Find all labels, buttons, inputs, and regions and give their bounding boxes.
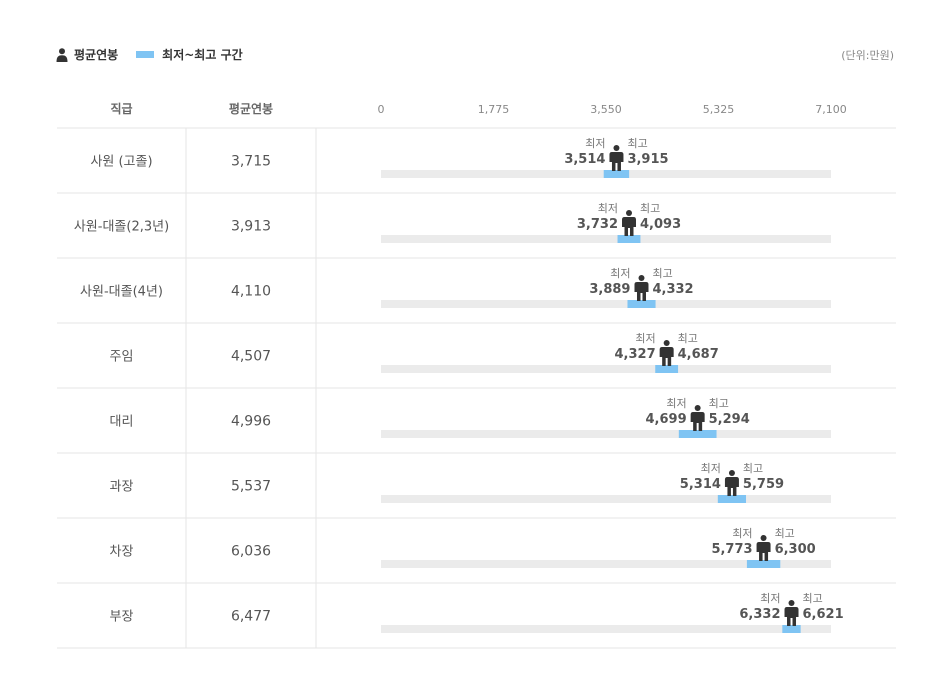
range-track	[381, 625, 831, 633]
rank-label: 과장	[110, 480, 134, 495]
min-value: 6,332	[739, 607, 780, 622]
max-label: 최고	[678, 332, 698, 345]
min-label: 최저	[598, 202, 618, 215]
average-salary-value: 3,715	[231, 154, 271, 170]
column-header-average: 평균연봉	[229, 101, 273, 116]
max-value: 6,300	[775, 542, 816, 557]
range-bar	[655, 365, 679, 373]
x-tick-label: 1,775	[478, 103, 510, 116]
person-marker-icon	[659, 340, 674, 366]
unit-label: (단위:만원)	[841, 49, 894, 62]
range-bar	[617, 235, 641, 243]
x-tick-label: 3,550	[590, 103, 622, 116]
max-label: 최고	[652, 267, 672, 280]
x-tick-label: 7,100	[815, 103, 847, 116]
average-salary-value: 3,913	[231, 219, 271, 235]
x-tick-label: 0	[378, 103, 385, 116]
average-salary-value: 6,036	[231, 544, 271, 560]
rank-label: 사원-대졸(2,3년)	[74, 220, 169, 235]
rank-label: 사원 (고졸)	[90, 155, 152, 170]
max-value: 4,093	[640, 217, 681, 232]
legend-range-label: 최저~최고 구간	[162, 48, 243, 62]
average-salary-value: 5,537	[231, 479, 271, 495]
range-track	[381, 365, 831, 373]
average-salary-value: 6,477	[231, 609, 271, 625]
person-marker-icon	[724, 470, 739, 496]
range-track	[381, 495, 831, 503]
person-icon	[56, 47, 68, 62]
person-marker-icon	[784, 600, 799, 626]
legend: 평균연봉 최저~최고 구간	[56, 46, 243, 63]
max-label: 최고	[640, 202, 660, 215]
average-salary-value: 4,507	[231, 349, 271, 365]
range-track	[381, 300, 831, 308]
range-bar	[746, 560, 781, 568]
max-label: 최고	[775, 527, 795, 540]
max-label: 최고	[709, 397, 729, 410]
average-salary-value: 4,110	[231, 284, 271, 300]
average-salary-value: 4,996	[231, 414, 271, 430]
max-label: 최고	[627, 137, 647, 150]
max-label: 최고	[803, 592, 823, 605]
min-value: 3,514	[564, 152, 605, 167]
range-bar	[603, 170, 630, 178]
range-bar	[717, 495, 747, 503]
min-value: 5,314	[680, 477, 721, 492]
range-bar	[782, 625, 801, 633]
person-marker-icon	[609, 145, 624, 171]
min-label: 최저	[635, 332, 655, 345]
legend-range-swatch	[136, 51, 155, 58]
min-label: 최저	[666, 397, 686, 410]
column-header-rank: 직급	[110, 101, 132, 116]
x-tick-label: 5,325	[703, 103, 735, 116]
min-label: 최저	[610, 267, 630, 280]
rank-label: 차장	[110, 545, 134, 560]
rank-label: 부장	[110, 610, 134, 625]
min-label: 최저	[585, 137, 605, 150]
range-bar	[678, 430, 717, 438]
max-value: 4,332	[652, 282, 693, 297]
min-label: 최저	[760, 592, 780, 605]
min-value: 5,773	[711, 542, 752, 557]
max-value: 5,294	[709, 412, 750, 427]
min-value: 3,732	[577, 217, 618, 232]
max-value: 4,687	[678, 347, 719, 362]
person-marker-icon	[690, 405, 705, 431]
rank-label: 주임	[110, 350, 134, 365]
min-value: 4,327	[615, 347, 656, 362]
max-value: 6,621	[803, 607, 844, 622]
rank-label: 사원-대졸(4년)	[80, 285, 163, 300]
min-value: 4,699	[646, 412, 687, 427]
range-track	[381, 430, 831, 438]
max-value: 5,759	[743, 477, 784, 492]
min-label: 최저	[701, 462, 721, 475]
rank-label: 대리	[110, 415, 134, 430]
legend-average-label: 평균연봉	[74, 48, 119, 62]
range-track	[381, 560, 831, 568]
range-bar	[627, 300, 656, 308]
range-track	[381, 235, 831, 243]
person-marker-icon	[622, 210, 637, 236]
person-marker-icon	[634, 275, 649, 301]
max-label: 최고	[743, 462, 763, 475]
person-marker-icon	[756, 535, 771, 561]
min-label: 최저	[732, 527, 752, 540]
min-value: 3,889	[589, 282, 630, 297]
max-value: 3,915	[627, 152, 668, 167]
